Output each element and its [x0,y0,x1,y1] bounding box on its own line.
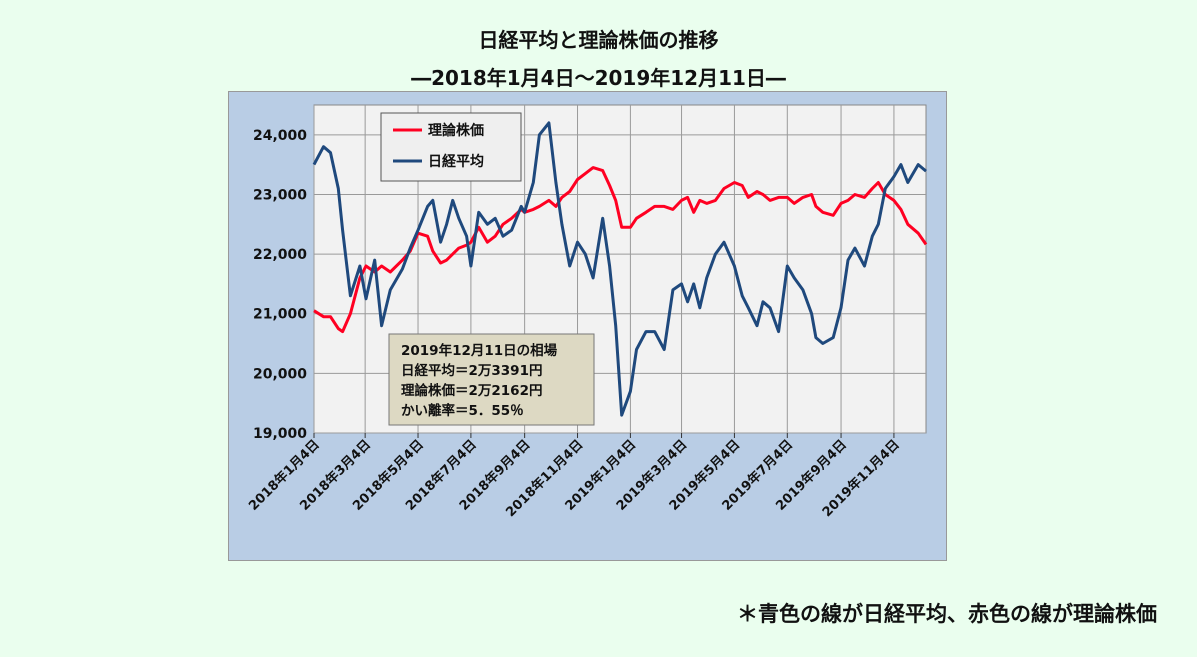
annotation-line: 理論株価＝2万2162円 [401,382,542,399]
annotation-line: 2019年12月11日の相場 [401,342,558,359]
line-chart: 19,00020,00021,00022,00023,00024,0002018… [246,104,928,520]
y-tick-label: 22,000 [253,247,307,263]
annotation-line: 日経平均＝2万3391円 [401,362,542,379]
chart-subtitle: ―2018年1月4日～2019年12月11日― [411,66,786,90]
nikkei-average-line [312,121,927,417]
chart-frame: 19,000 20,000 21,000 22,000 23,000 24,000 2018… [228,91,947,561]
y-tick-label: 19,000 [253,426,307,442]
annotation-box: 2019年12月11日の相場日経平均＝2万3391円理論株価＝2万2162円かい… [388,333,595,426]
chart-title: 日経平均と理論株価の推移 [478,28,719,52]
legend-label: 日経平均 [428,153,484,170]
legend-box [380,112,522,182]
annotation-background [388,333,595,426]
annotation-line: かい離率＝5．55％ [401,402,524,419]
y-tick-label: 23,000 [253,187,307,203]
y-tick-label: 21,000 [253,307,307,323]
y-tick-label: 20,000 [253,366,307,382]
footnote: ＊青色の線が日経平均、赤色の線が理論株価 [737,602,1157,626]
theory-price-line [313,166,928,334]
legend-label: 理論株価 [428,122,484,139]
y-tick-label: 24,000 [253,128,307,144]
